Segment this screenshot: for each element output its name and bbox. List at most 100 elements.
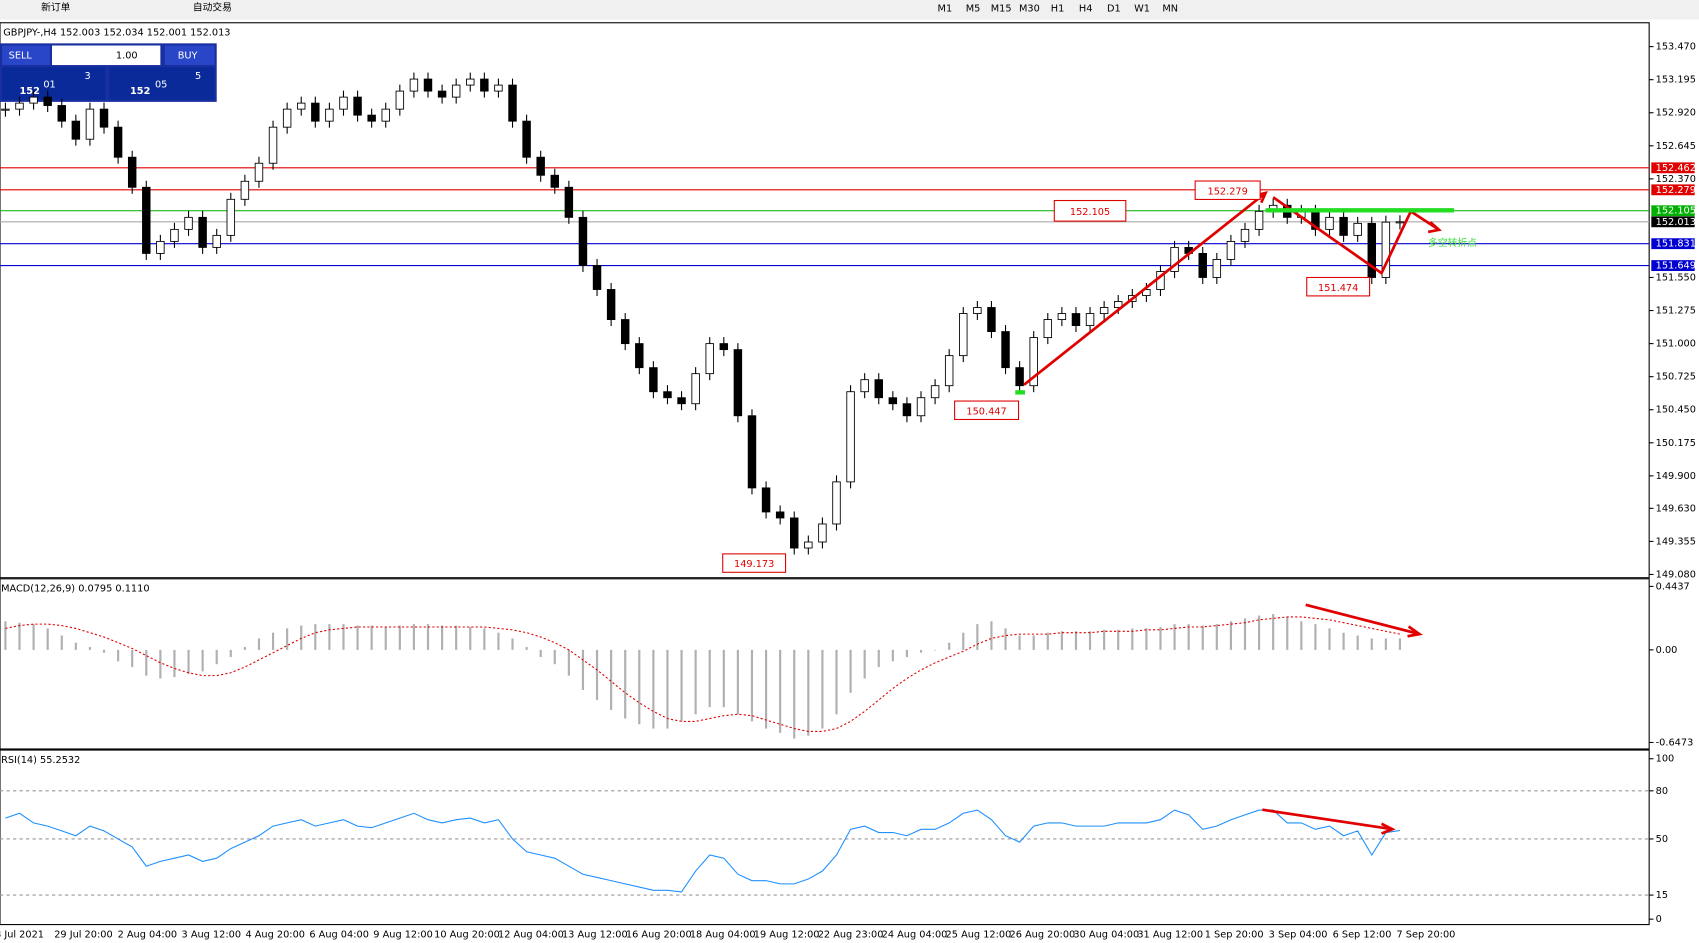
macd-bar [117,649,120,662]
macd-bar [412,624,415,650]
macd-bar [934,649,937,651]
candle [564,186,574,218]
macd-bar [257,638,261,650]
candle [959,313,968,357]
lots: 1.00 [116,50,138,61]
x-tick-label: 30 Aug 04:00 [1073,929,1139,940]
macd-bar [1117,629,1120,650]
timeframe-button[interactable]: M5 [966,4,981,15]
macd-bar [102,649,106,653]
macd-bar [145,649,148,676]
candle [719,343,729,351]
sell-button[interactable] [2,45,50,66]
candle [1113,301,1123,308]
macd-bar [553,649,556,665]
macd-bar [750,649,754,722]
candle [1170,246,1179,272]
candle [1043,319,1053,339]
macd-bar [1201,625,1204,650]
timeframe-button[interactable]: D1 [1107,4,1121,15]
y-tick-label: 152.645 [1656,141,1696,152]
toolbar [0,0,1699,20]
y-tick-label: 150.450 [1656,405,1696,416]
candle [944,355,954,387]
y-tick-label: 80 [1656,786,1668,797]
macd-bar [497,632,500,650]
sell-label: SELL [9,50,33,61]
x-tick-label: 7 Sep 20:00 [1397,929,1456,940]
x-tick-label: 4 Aug 20:00 [245,929,305,940]
timeframe-button[interactable]: W1 [1134,4,1150,15]
y-tick-label: 15 [1656,890,1668,901]
lots-input [52,45,161,66]
macd-bar [666,649,669,729]
macd-bar [1145,628,1148,650]
macd-bar [74,642,77,650]
candle [1353,222,1362,236]
macd-bar [1046,632,1049,650]
macd-bar [187,649,190,675]
candle [846,391,855,483]
price-label-box [954,400,1020,421]
chart-title: GBPJPY-,H4 152.003 152.034 152.001 152.0… [3,28,230,39]
x-tick-label: 6 Sep 12:00 [1333,929,1392,940]
auto-trade[interactable]: 自动交易 [193,1,232,14]
arrow-head [1427,221,1442,234]
rsi-line [5,809,1401,893]
macd-bar [652,649,655,729]
trend-arrow [1305,603,1420,636]
macd-bar [32,624,35,650]
timeframe-button[interactable]: MN [1162,4,1178,15]
x-tick-label: 31 Aug 12:00 [1137,929,1203,940]
macd-bar [511,638,514,650]
candle [592,265,602,290]
macd-bar [60,635,63,650]
level-tag [1651,205,1695,217]
price-label: 152.105 [1070,207,1110,218]
y-tick-label: 152.370 [1656,174,1696,185]
macd-bar [455,625,458,650]
timeframe-button[interactable]: M1 [938,4,953,15]
timeframe-button[interactable]: H1 [1051,4,1065,15]
macd-bar [919,649,923,653]
macd-bar [46,628,49,650]
timeframe-button[interactable]: H4 [1079,4,1093,15]
macd-bar [891,649,894,662]
candle [536,156,545,176]
macd-bar [807,649,810,736]
sell-big: 152 [20,86,40,97]
buy-button[interactable] [164,45,215,66]
candle [663,391,672,399]
macd-bar [1257,615,1261,650]
macd-bar [1342,632,1345,650]
macd-bar [1018,635,1021,650]
timeframe-button[interactable]: M15 [991,4,1012,15]
macd-bar [356,625,359,650]
candle [790,517,799,549]
candle [71,120,81,140]
macd-bar [483,628,486,650]
level-tag [1651,260,1695,271]
level-tag-label: 152.105 [1656,206,1696,217]
candle [480,78,489,92]
arrow-head [1407,625,1423,638]
timeframe-button[interactable]: M30 [1019,4,1040,15]
macd-bar [1103,629,1106,650]
candle [691,373,700,405]
candle [282,108,292,128]
level-tag-label: 151.649 [1656,261,1696,272]
candle [705,343,714,375]
candle [916,397,926,417]
candle [142,186,151,254]
candle [240,180,250,200]
macd-bar [441,625,444,650]
y-tick-label: 149.630 [1656,503,1696,514]
candle [677,397,686,405]
x-tick-label: 10 Aug 20:00 [434,929,500,940]
y-tick-label: 0.00 [1656,645,1678,656]
price-label: 151.474 [1318,283,1358,294]
candle [578,216,588,266]
candle [620,319,630,345]
new-order[interactable]: 新订单 [41,1,70,14]
buy-pips: 05 [155,80,167,91]
